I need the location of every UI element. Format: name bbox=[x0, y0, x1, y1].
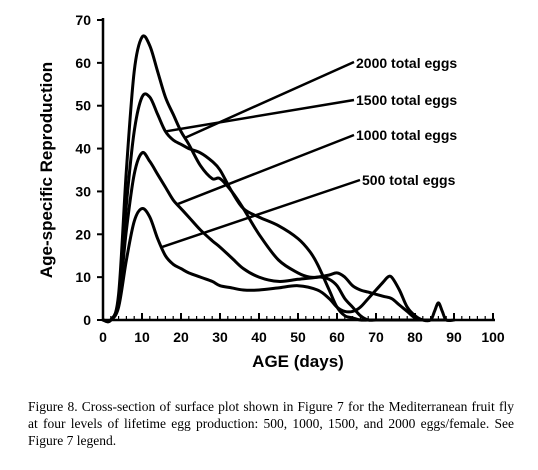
series-label-2000: 2000 total eggs bbox=[356, 55, 457, 71]
y-tick-label: 0 bbox=[83, 312, 91, 328]
series-lines bbox=[101, 34, 456, 324]
x-tick-label: 50 bbox=[290, 329, 306, 345]
y-tick-label: 30 bbox=[75, 183, 91, 199]
series-line-1500 bbox=[101, 92, 433, 324]
series-label-500: 500 total eggs bbox=[362, 172, 456, 188]
x-axis-title: AGE (days) bbox=[252, 352, 344, 371]
x-tick-label: 40 bbox=[251, 329, 267, 345]
x-tick-label: 100 bbox=[481, 329, 505, 345]
leader-line-1000 bbox=[176, 133, 355, 206]
figure-caption: Figure 8. Cross-section of surface plot … bbox=[28, 399, 514, 448]
y-tick-label: 20 bbox=[75, 226, 91, 242]
x-tick-label: 30 bbox=[212, 329, 228, 345]
leader-line-1500 bbox=[165, 98, 355, 133]
x-tick-label: 70 bbox=[368, 329, 384, 345]
y-tick-label: 70 bbox=[75, 12, 91, 28]
leader-line-2000 bbox=[184, 60, 355, 139]
leader-line-500 bbox=[161, 178, 361, 249]
y-axis-title: Age-specific Reproduction bbox=[37, 62, 56, 278]
series-line-500 bbox=[101, 207, 456, 323]
series-label-1500: 1500 total eggs bbox=[356, 92, 457, 108]
y-tick-label: 50 bbox=[75, 98, 91, 114]
leader-lines bbox=[161, 60, 361, 249]
series-label-1000: 1000 total eggs bbox=[356, 127, 457, 143]
x-tick-label: 10 bbox=[134, 329, 150, 345]
x-tick-label: 60 bbox=[329, 329, 345, 345]
x-tick-label: 80 bbox=[407, 329, 423, 345]
chart-text: AGE (days) Age-specific Reproduction 0 10… bbox=[37, 12, 505, 371]
y-tick-label: 60 bbox=[75, 55, 91, 71]
axis-ticks bbox=[97, 19, 494, 321]
x-tick-label: 0 bbox=[99, 329, 107, 345]
age-specific-reproduction-chart: AGE (days) Age-specific Reproduction 0 10… bbox=[37, 12, 505, 371]
y-tick-label: 10 bbox=[75, 269, 91, 285]
series-line-1000 bbox=[101, 150, 448, 323]
x-tick-label: 20 bbox=[173, 329, 189, 345]
x-tick-label: 90 bbox=[446, 329, 462, 345]
y-tick-label: 40 bbox=[75, 141, 91, 157]
